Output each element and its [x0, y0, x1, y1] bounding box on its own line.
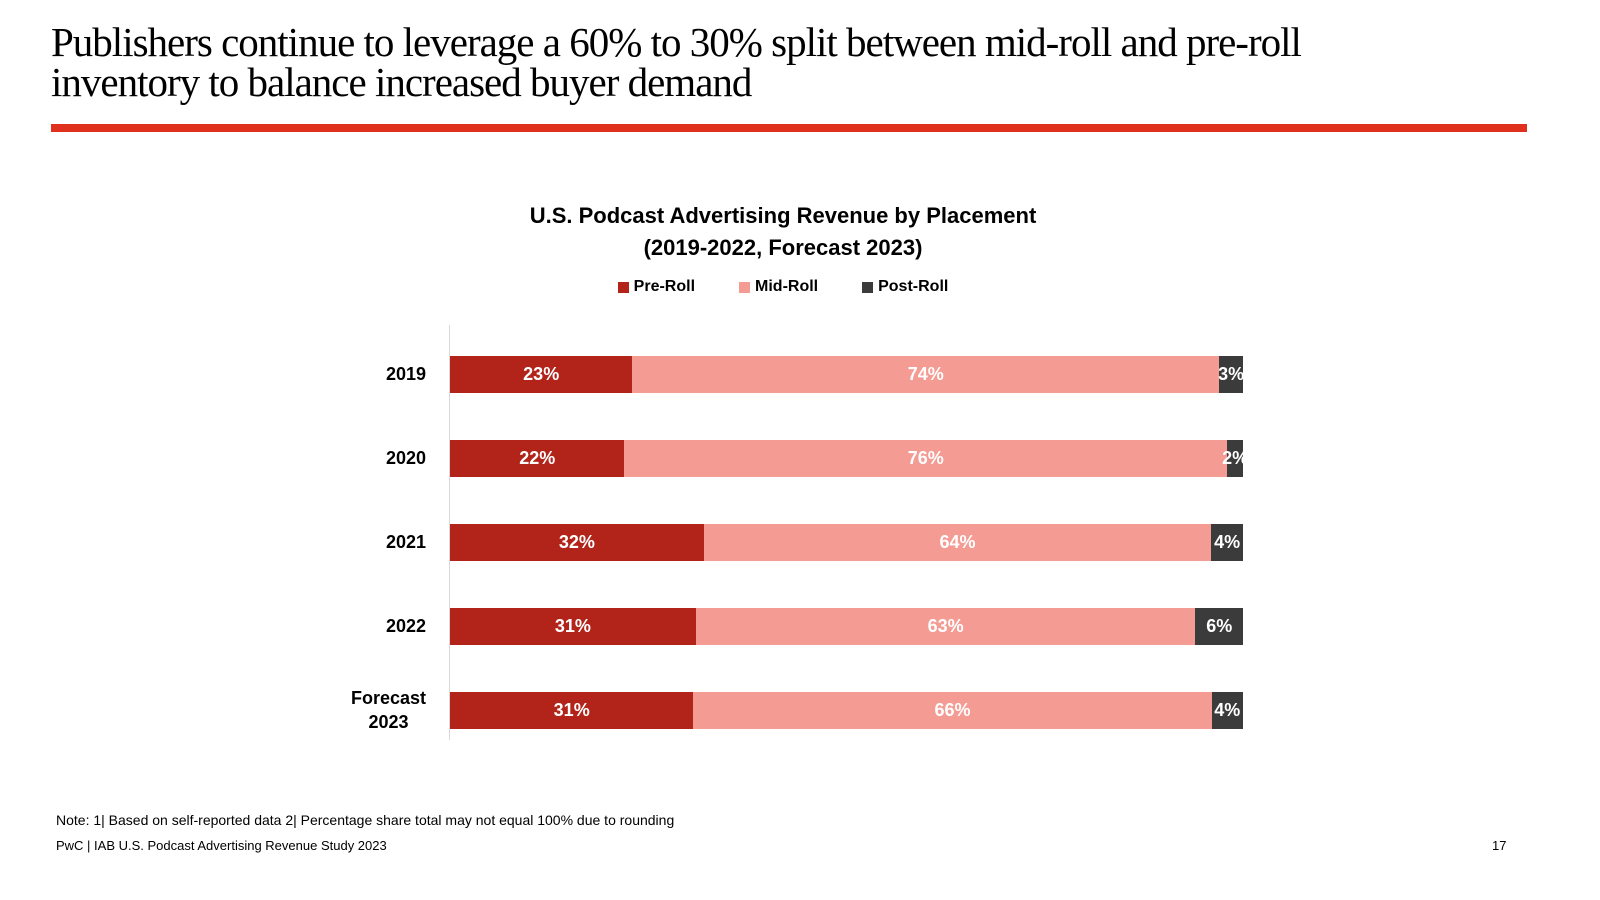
bar-stack: 22% 76% 2%: [450, 439, 1248, 477]
chart-subtitle: (2019-2022, Forecast 2023): [643, 235, 923, 260]
category-label: 2020: [385, 448, 426, 468]
data-label: 23%: [523, 363, 560, 384]
legend-item-mid-roll: Mid-Roll: [739, 278, 818, 296]
page-number: 17: [1492, 838, 1507, 853]
data-label: 3%: [1218, 363, 1245, 384]
bar-segment-pre-roll: 31%: [450, 607, 696, 645]
category-label: Forecast 2023: [350, 688, 426, 732]
data-label: 32%: [558, 531, 595, 552]
chart-title: U.S. Podcast Advertising Revenue by Plac…: [529, 203, 1037, 228]
category-label: 2021: [385, 532, 426, 552]
data-label: 6%: [1206, 615, 1233, 636]
bar-stack: 32% 64% 4%: [450, 523, 1243, 561]
bar-segment-mid-roll: 63%: [695, 607, 1196, 645]
data-label: 74%: [907, 363, 944, 384]
category-label: 2022: [385, 616, 426, 636]
page-title: Publishers continue to leverage a 60% to…: [51, 19, 1541, 105]
legend-item-pre-roll: Pre-Roll: [617, 278, 696, 296]
legend-label: Pre-Roll: [633, 278, 696, 295]
bar-segment-pre-roll: 23%: [450, 355, 633, 393]
data-label: 64%: [939, 531, 976, 552]
bar-segment-post-roll: 4%: [1211, 691, 1243, 729]
chart-row: 2021 32% 64% 4%: [323, 500, 1243, 584]
chart-row: Forecast 2023 31% 66% 4%: [323, 668, 1243, 752]
data-label: 76%: [907, 447, 944, 468]
bar-segment-post-roll: 3%: [1218, 355, 1245, 393]
bar-segment-post-roll: 2%: [1222, 439, 1248, 477]
bar-stack: 31% 63% 6%: [450, 607, 1243, 645]
data-label: 31%: [553, 699, 590, 720]
chart-body: 2019 23% 74% 3% 2020 22% 76% 2% 2021 32% 64% 4% 2022…: [323, 325, 1248, 752]
data-label: 4%: [1214, 699, 1241, 720]
chart-row: 2019 23% 74% 3%: [323, 332, 1245, 416]
page-title-line2: inventory to balance increased buyer dem…: [51, 59, 752, 105]
bar-stack: 23% 74% 3%: [450, 355, 1245, 393]
legend-swatch-icon: [739, 281, 751, 293]
bar-segment-mid-roll: 76%: [624, 439, 1228, 477]
stacked-bar-chart: U.S. Podcast Advertising Revenue by Plac…: [323, 200, 1248, 752]
bar-stack: 31% 66% 4%: [450, 691, 1243, 729]
legend-swatch-icon: [617, 281, 629, 293]
legend-swatch-icon: [862, 281, 874, 293]
bar-segment-post-roll: 4%: [1211, 523, 1243, 561]
chart-row: 2022 31% 63% 6%: [323, 584, 1243, 668]
data-label: 2%: [1222, 447, 1249, 468]
bar-segment-post-roll: 6%: [1195, 607, 1243, 645]
data-label: 63%: [927, 615, 964, 636]
bar-segment-mid-roll: 74%: [632, 355, 1220, 393]
legend-label: Mid-Roll: [755, 278, 819, 295]
source-line: PwC | IAB U.S. Podcast Advertising Reven…: [56, 838, 387, 853]
bar-segment-pre-roll: 22%: [450, 439, 625, 477]
chart-row: 2020 22% 76% 2%: [323, 416, 1248, 500]
data-label: 4%: [1214, 531, 1241, 552]
data-label: 66%: [934, 699, 971, 720]
legend-label: Post-Roll: [878, 278, 949, 295]
legend-item-post-roll: Post-Roll: [862, 278, 948, 296]
data-label: 22%: [519, 447, 556, 468]
data-label: 31%: [554, 615, 591, 636]
bar-segment-mid-roll: 66%: [693, 691, 1212, 729]
footnote: Note: 1| Based on self-reported data 2| …: [56, 812, 675, 828]
title-divider: [51, 124, 1527, 132]
bar-segment-pre-roll: 32%: [450, 523, 704, 561]
bar-segment-pre-roll: 31%: [450, 691, 694, 729]
chart-legend: Pre-Roll Mid-Roll Post-Roll: [323, 278, 1243, 296]
category-label: 2019: [385, 364, 426, 384]
bar-segment-mid-roll: 64%: [703, 523, 1212, 561]
page-title-line1: Publishers continue to leverage a 60% to…: [51, 19, 1302, 65]
